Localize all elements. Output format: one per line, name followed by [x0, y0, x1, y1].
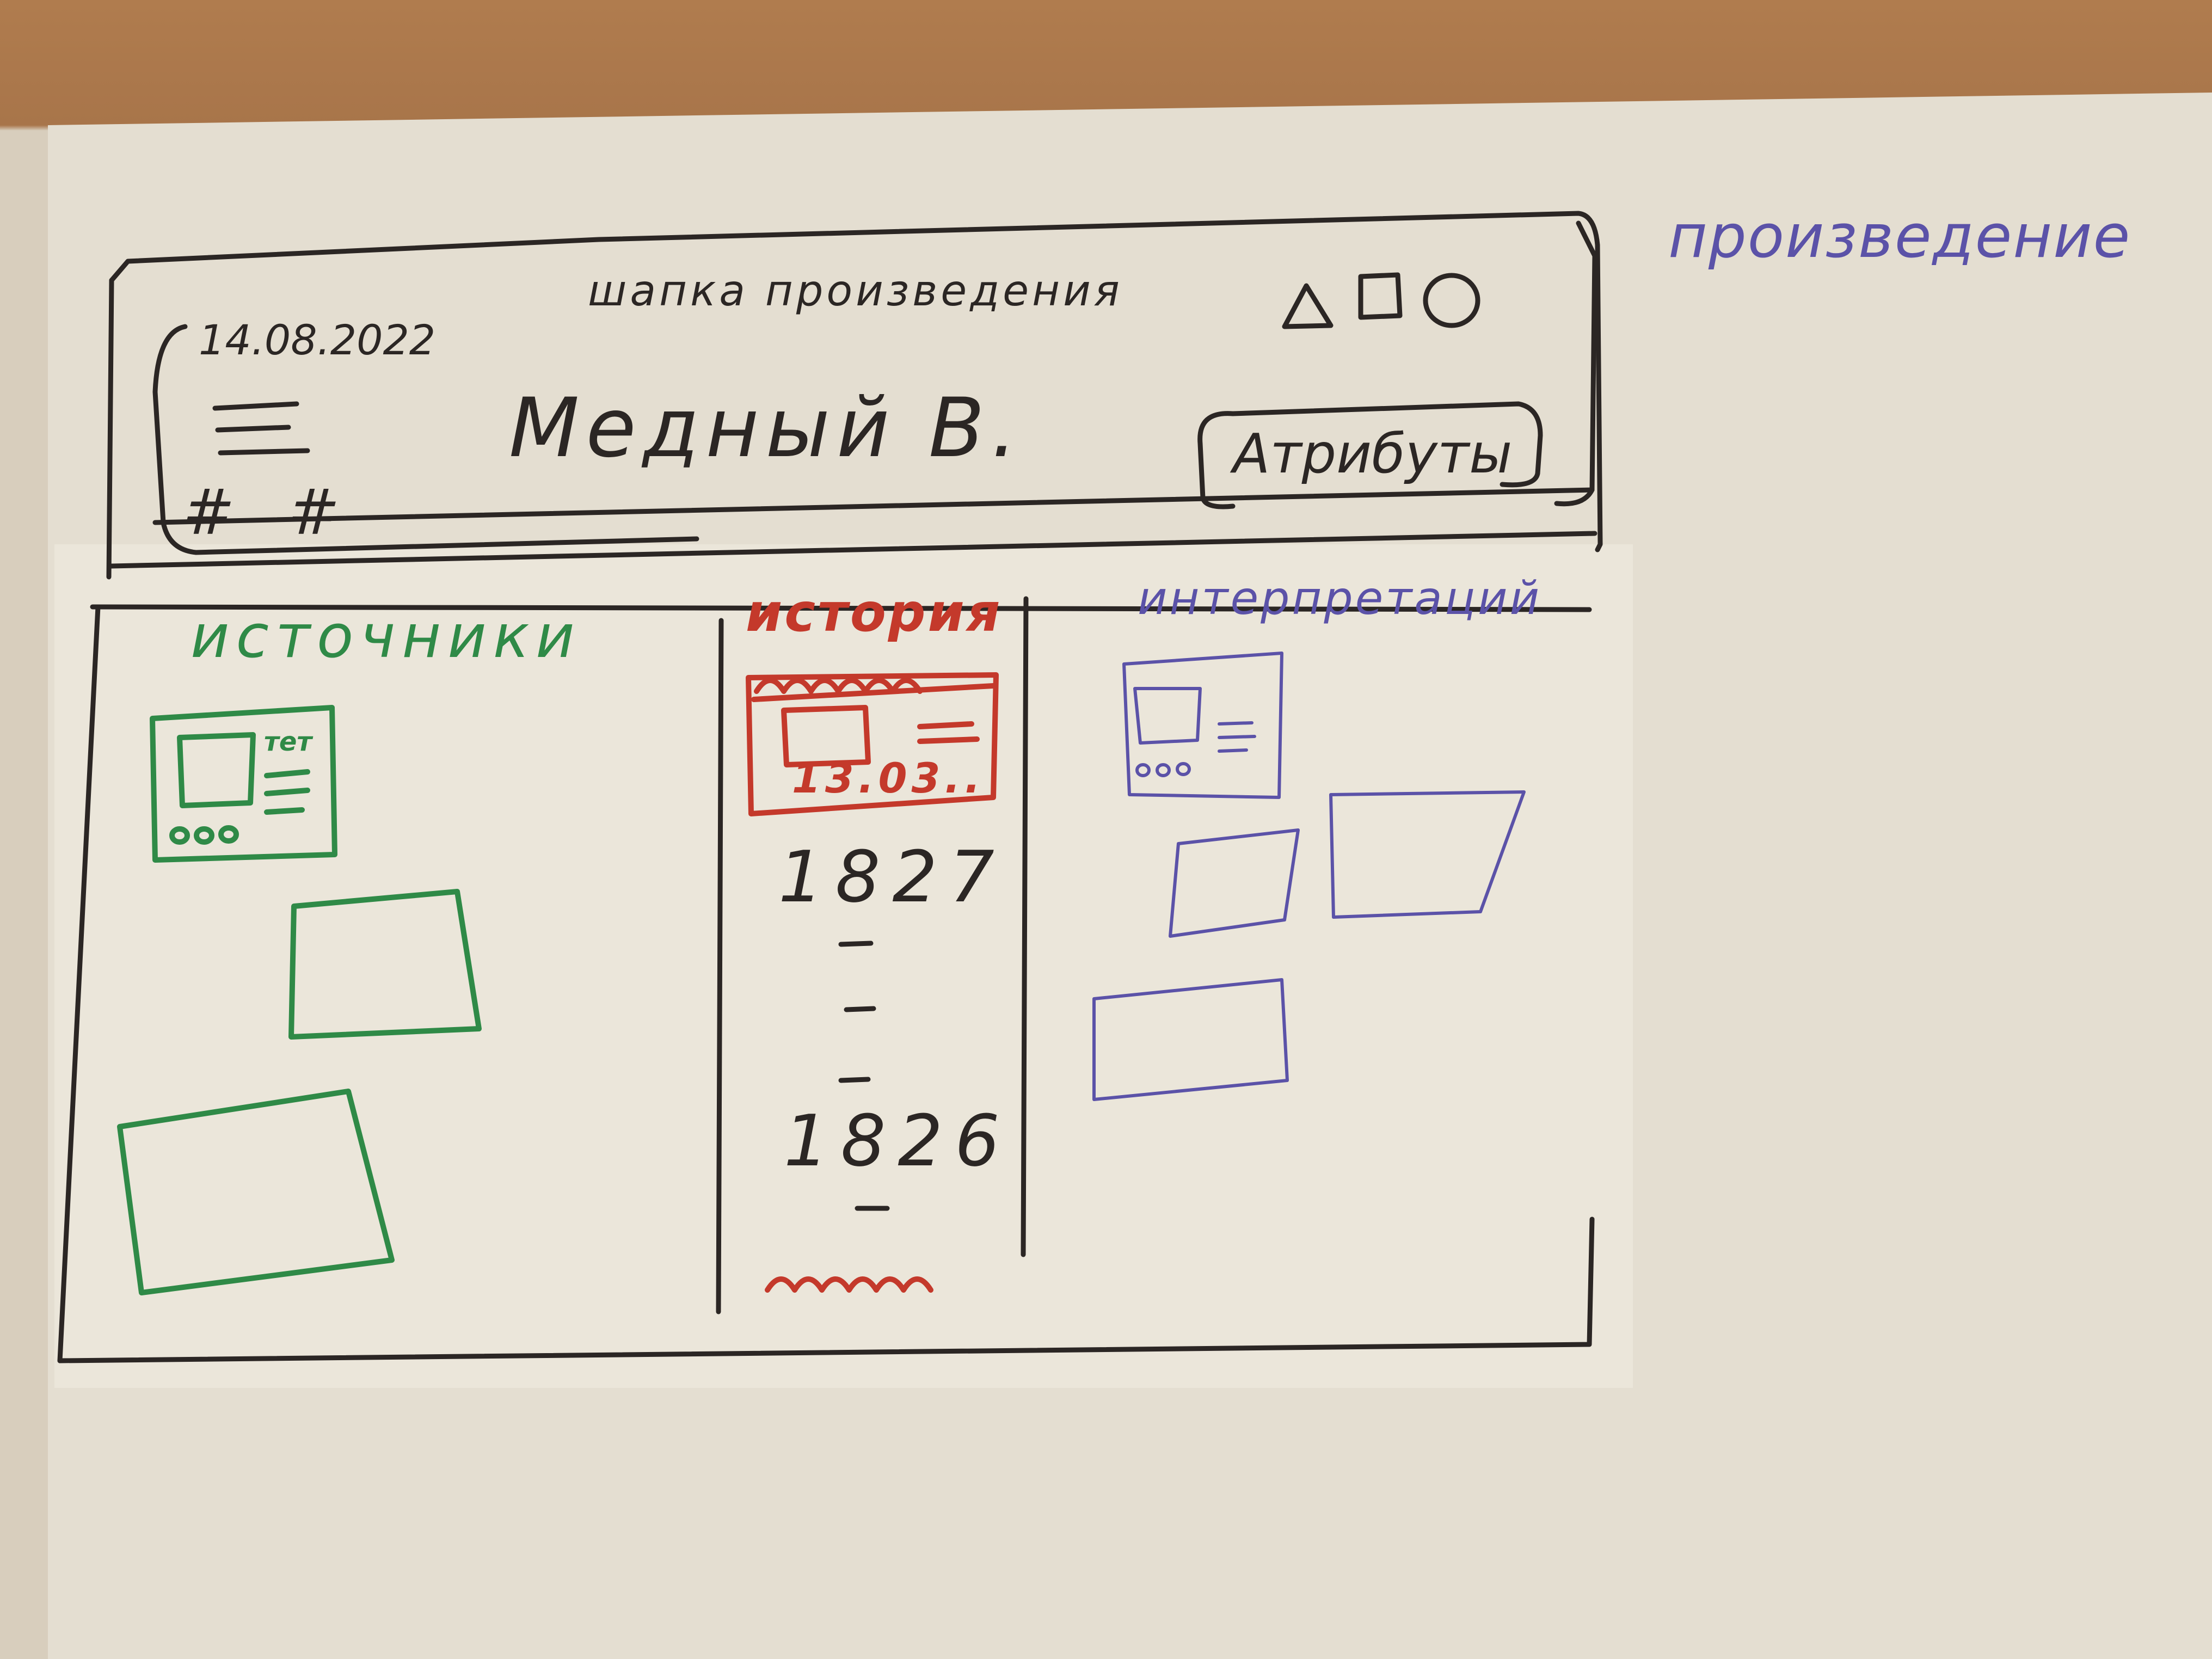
card-image-placeholder — [781, 705, 871, 767]
triangle-icon[interactable] — [1282, 283, 1334, 329]
timeline-year-1: 1827 — [778, 835, 1006, 918]
column-title-sources: источники — [191, 601, 581, 671]
column-title-history: история — [746, 582, 1003, 643]
card-image-placeholder — [1133, 687, 1202, 745]
source-card-detailed[interactable] — [150, 705, 337, 863]
history-items — [746, 672, 999, 1293]
side-note: произведение — [1668, 201, 2131, 271]
header-date: 14.08.2022 — [199, 316, 436, 364]
card-image-placeholder — [177, 732, 256, 808]
column-title-interpretations: интерпретаций — [1138, 572, 1542, 625]
history-wave-bottom — [765, 1276, 933, 1293]
circle-icon[interactable] — [1423, 273, 1480, 328]
outer-frame — [57, 211, 1603, 1363]
attributes-button[interactable]: Атрибуты — [1233, 422, 1513, 486]
column-dividers — [716, 596, 1029, 1314]
hamburger-menu-icon[interactable] — [212, 401, 310, 456]
source-card-label: тет — [264, 727, 312, 757]
sources-cards — [117, 705, 482, 1295]
header-panel-outline — [152, 220, 1597, 555]
header-shape-icons[interactable] — [1282, 272, 1480, 329]
interpretation-card-2[interactable] — [1169, 828, 1300, 938]
hash-tags[interactable]: # # — [182, 476, 357, 549]
source-card-2[interactable] — [288, 889, 482, 1040]
square-icon[interactable] — [1358, 272, 1403, 320]
interpretation-cards — [1092, 652, 1526, 1101]
timeline-year-2: 1826 — [784, 1099, 1012, 1182]
interpretation-card-detailed[interactable] — [1122, 652, 1283, 799]
interpretation-card-4[interactable] — [1092, 978, 1289, 1101]
history-card[interactable] — [746, 672, 999, 816]
header-title: шапка произведения — [588, 267, 1123, 316]
header-divider-underline — [109, 531, 1597, 569]
interpretation-card-3[interactable] — [1329, 790, 1526, 919]
header-author: Медный В. — [509, 381, 1024, 476]
attributes-button-frame[interactable] — [1197, 401, 1543, 509]
history-card-date: 13.03.. — [792, 754, 985, 802]
source-card-3[interactable] — [117, 1089, 395, 1295]
timeline-dashes — [838, 941, 890, 1211]
